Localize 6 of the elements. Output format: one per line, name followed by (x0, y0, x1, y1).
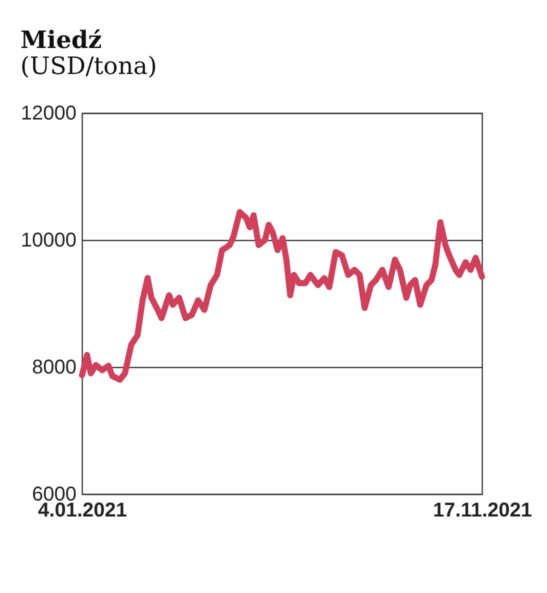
chart-title: Miedź (20, 25, 102, 54)
chart-subtitle: (USD/tona) (20, 52, 157, 80)
x-tick-label: 17.11.2021 (433, 500, 532, 522)
y-tick-label: 8000 (32, 356, 76, 378)
y-tick-label: 10000 (20, 230, 76, 252)
y-tick-label: 12000 (20, 102, 76, 124)
